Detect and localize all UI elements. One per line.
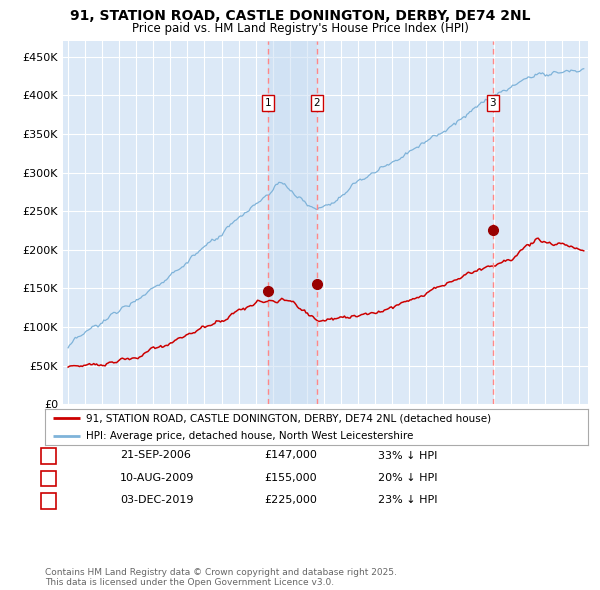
Text: 91, STATION ROAD, CASTLE DONINGTON, DERBY, DE74 2NL (detached house): 91, STATION ROAD, CASTLE DONINGTON, DERB…	[86, 413, 491, 423]
Text: 03-DEC-2019: 03-DEC-2019	[120, 496, 193, 505]
Text: 33% ↓ HPI: 33% ↓ HPI	[378, 451, 437, 460]
Text: 91, STATION ROAD, CASTLE DONINGTON, DERBY, DE74 2NL: 91, STATION ROAD, CASTLE DONINGTON, DERB…	[70, 9, 530, 23]
Text: 2: 2	[45, 473, 52, 483]
Text: Price paid vs. HM Land Registry's House Price Index (HPI): Price paid vs. HM Land Registry's House …	[131, 22, 469, 35]
Text: HPI: Average price, detached house, North West Leicestershire: HPI: Average price, detached house, Nort…	[86, 431, 413, 441]
Text: 1: 1	[265, 98, 271, 108]
Bar	[268, 41, 317, 404]
Text: 3: 3	[490, 98, 496, 108]
Text: 2: 2	[314, 98, 320, 108]
Text: 1: 1	[45, 451, 52, 460]
Text: £225,000: £225,000	[264, 496, 317, 505]
Text: 23% ↓ HPI: 23% ↓ HPI	[378, 496, 437, 505]
Text: £155,000: £155,000	[264, 473, 317, 483]
Text: 20% ↓ HPI: 20% ↓ HPI	[378, 473, 437, 483]
Text: 10-AUG-2009: 10-AUG-2009	[120, 473, 194, 483]
Text: £147,000: £147,000	[264, 451, 317, 460]
Text: 3: 3	[45, 496, 52, 505]
Text: Contains HM Land Registry data © Crown copyright and database right 2025.
This d: Contains HM Land Registry data © Crown c…	[45, 568, 397, 587]
Text: 21-SEP-2006: 21-SEP-2006	[120, 451, 191, 460]
